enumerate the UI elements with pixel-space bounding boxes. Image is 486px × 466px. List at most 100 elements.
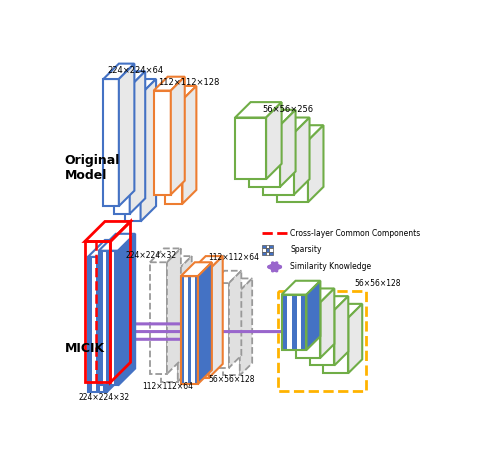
Polygon shape [130,71,145,214]
Bar [262,252,266,255]
Polygon shape [104,79,119,206]
Polygon shape [295,302,320,358]
Polygon shape [296,295,301,350]
Polygon shape [249,125,280,187]
Polygon shape [114,71,145,87]
Text: 56×56×128: 56×56×128 [208,376,255,384]
Text: 224×224×64: 224×224×64 [107,66,163,75]
Polygon shape [114,87,130,214]
Polygon shape [191,256,223,270]
Polygon shape [277,141,308,202]
Bar [269,248,273,252]
Polygon shape [223,279,252,291]
Polygon shape [110,251,114,385]
Polygon shape [104,64,134,79]
Polygon shape [212,283,229,368]
Polygon shape [107,240,124,391]
Polygon shape [99,251,103,385]
Text: Original
Model: Original Model [65,154,120,182]
Polygon shape [88,257,92,391]
Polygon shape [212,271,242,283]
Polygon shape [119,64,134,206]
Polygon shape [140,79,156,221]
Polygon shape [104,257,107,391]
Polygon shape [99,234,135,251]
Polygon shape [103,251,106,385]
Bar [262,245,266,248]
Bar [269,252,273,255]
Polygon shape [324,318,348,373]
Polygon shape [125,79,156,95]
Polygon shape [100,257,104,391]
Polygon shape [280,110,295,187]
Polygon shape [106,251,110,385]
Polygon shape [167,248,181,374]
Polygon shape [154,90,171,194]
Polygon shape [150,248,181,262]
Polygon shape [118,234,135,385]
Polygon shape [194,276,198,384]
Polygon shape [150,262,167,374]
Text: Sparsity: Sparsity [290,246,322,254]
Polygon shape [263,133,294,194]
Polygon shape [191,276,194,384]
Polygon shape [181,262,212,276]
Polygon shape [292,295,296,350]
Polygon shape [240,279,252,376]
Polygon shape [182,86,196,204]
Polygon shape [235,102,281,117]
Bar [266,248,269,252]
Polygon shape [294,117,310,194]
Polygon shape [125,95,140,221]
Polygon shape [154,77,185,90]
Polygon shape [308,125,324,202]
Text: 56×56×256: 56×56×256 [262,105,313,114]
Text: 224×224×32: 224×224×32 [79,393,130,402]
Polygon shape [184,276,188,384]
Bar [262,248,266,252]
Polygon shape [295,288,334,302]
Polygon shape [165,86,196,100]
Polygon shape [334,296,348,365]
Polygon shape [324,304,362,318]
Polygon shape [191,270,209,378]
Polygon shape [307,281,320,350]
Text: 112×112×64: 112×112×64 [208,254,259,262]
Text: 112×112×64: 112×112×64 [142,382,193,391]
Bar [266,245,269,248]
Polygon shape [178,256,191,382]
Polygon shape [281,281,320,295]
Polygon shape [277,125,324,141]
Text: 224×224×32: 224×224×32 [126,251,177,260]
Polygon shape [181,276,184,384]
Polygon shape [161,256,191,270]
Text: Similarity Knowledge: Similarity Knowledge [290,262,371,271]
Polygon shape [249,110,295,125]
Polygon shape [287,295,292,350]
Polygon shape [88,240,124,257]
Text: MICIK: MICIK [65,342,105,355]
Polygon shape [161,270,178,382]
Polygon shape [209,256,223,378]
Polygon shape [114,251,118,385]
Text: 112×112×128: 112×112×128 [157,78,219,87]
Polygon shape [229,271,242,368]
Text: 56×56×128: 56×56×128 [354,280,401,288]
Polygon shape [281,295,287,350]
Text: Cross-layer Common Components: Cross-layer Common Components [290,228,420,238]
Polygon shape [320,288,334,358]
Bar [269,245,273,248]
Polygon shape [301,295,307,350]
Polygon shape [235,117,266,179]
Polygon shape [223,291,240,376]
Polygon shape [165,100,182,204]
Bar [266,252,269,255]
Polygon shape [171,77,185,194]
Polygon shape [263,117,310,133]
Polygon shape [310,296,348,310]
Polygon shape [266,102,281,179]
Polygon shape [188,276,191,384]
Polygon shape [348,304,362,373]
Polygon shape [92,257,96,391]
Polygon shape [310,310,334,365]
